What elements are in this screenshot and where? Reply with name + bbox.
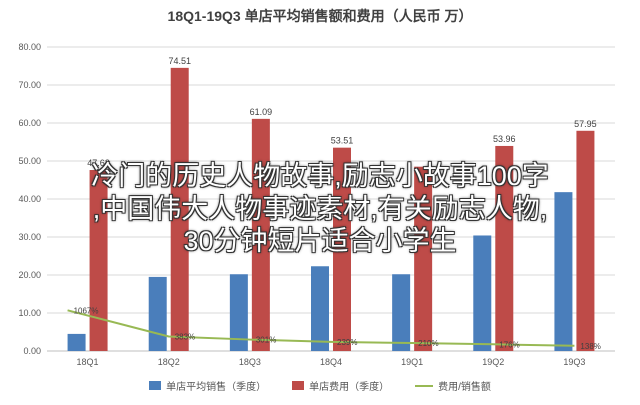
overlay-text-line3: 30分钟短片适合小学生 [183,226,457,256]
y-tick-label: 50.00 [18,156,41,166]
legend-label-ratio: 费用/销售额 [438,382,491,393]
x-tick-label: 18Q3 [239,357,261,367]
overlay-text-line2: ,中国伟大人物事迹素材,有关励志人物, [92,194,548,224]
data-label-cost: 53.96 [493,134,516,144]
data-label-cost: 53.51 [331,136,354,146]
data-label-ratio: 383% [175,332,195,341]
bar-sales [392,274,411,351]
y-tick-label: 30.00 [18,232,41,242]
y-tick-label: 10.00 [18,308,41,318]
legend-item-sales: 单店平均销售（季度） [149,378,266,393]
bar-sales [148,276,167,351]
y-tick-label: 40.00 [18,194,41,204]
bar-cost [89,170,108,351]
legend-label-cost: 单店费用（季度） [309,382,390,393]
overlay-text-line1: 冷门的历史人物故事,励志小故事100字 [91,161,549,191]
bar-sales [554,192,573,351]
chart-legend: 单店平均销售（季度） 单店费用（季度） 费用/销售额 [0,378,640,393]
x-tick-label: 18Q1 [77,357,99,367]
x-tick-label: 18Q4 [320,357,342,367]
legend-label-sales: 单店平均销售（季度） [166,382,267,393]
legend-item-ratio: 费用/销售额 [415,378,491,393]
legend-swatch-sales [149,381,162,390]
data-label-cost: 57.95 [574,119,597,129]
x-tick-label: 18Q2 [158,357,180,367]
data-label-ratio: 1067% [74,306,99,315]
y-tick-label: 80.00 [18,42,41,52]
data-label-ratio: 301% [256,336,276,345]
legend-swatch-cost [292,381,305,390]
data-label-cost: 61.09 [250,107,273,117]
data-label-ratio: 176% [499,340,519,349]
bar-cost [333,147,351,351]
bar-cost [170,67,189,351]
bar-cost [495,145,514,351]
x-tick-label: 19Q3 [563,357,585,367]
line-ratio [67,309,575,347]
x-tick-label: 19Q1 [401,357,423,367]
chart-title: 18Q1-19Q3 单店平均销售额和费用（人民币 万） [167,8,473,24]
y-tick-label: 20.00 [18,270,41,280]
data-label-cost: 47.63 [87,158,110,168]
bar-sales [67,333,86,351]
data-label-ratio: 210% [418,339,438,348]
bar-sales [311,266,329,351]
legend-item-cost: 单店费用（季度） [292,378,389,393]
bar-cost [251,118,270,351]
y-tick-label: 60.00 [18,118,41,128]
bar-sales [229,274,248,351]
x-tick-label: 19Q2 [482,357,504,367]
y-tick-label: 0.00 [23,346,41,356]
data-label-ratio: 138% [580,342,600,351]
legend-swatch-ratio [415,384,434,387]
data-label-cost: 74.51 [168,56,191,66]
y-tick-label: 70.00 [18,80,41,90]
bar-sales [473,235,492,351]
data-label-ratio: 239% [337,338,357,347]
bar-cost [414,166,433,351]
bar-cost [576,130,595,351]
